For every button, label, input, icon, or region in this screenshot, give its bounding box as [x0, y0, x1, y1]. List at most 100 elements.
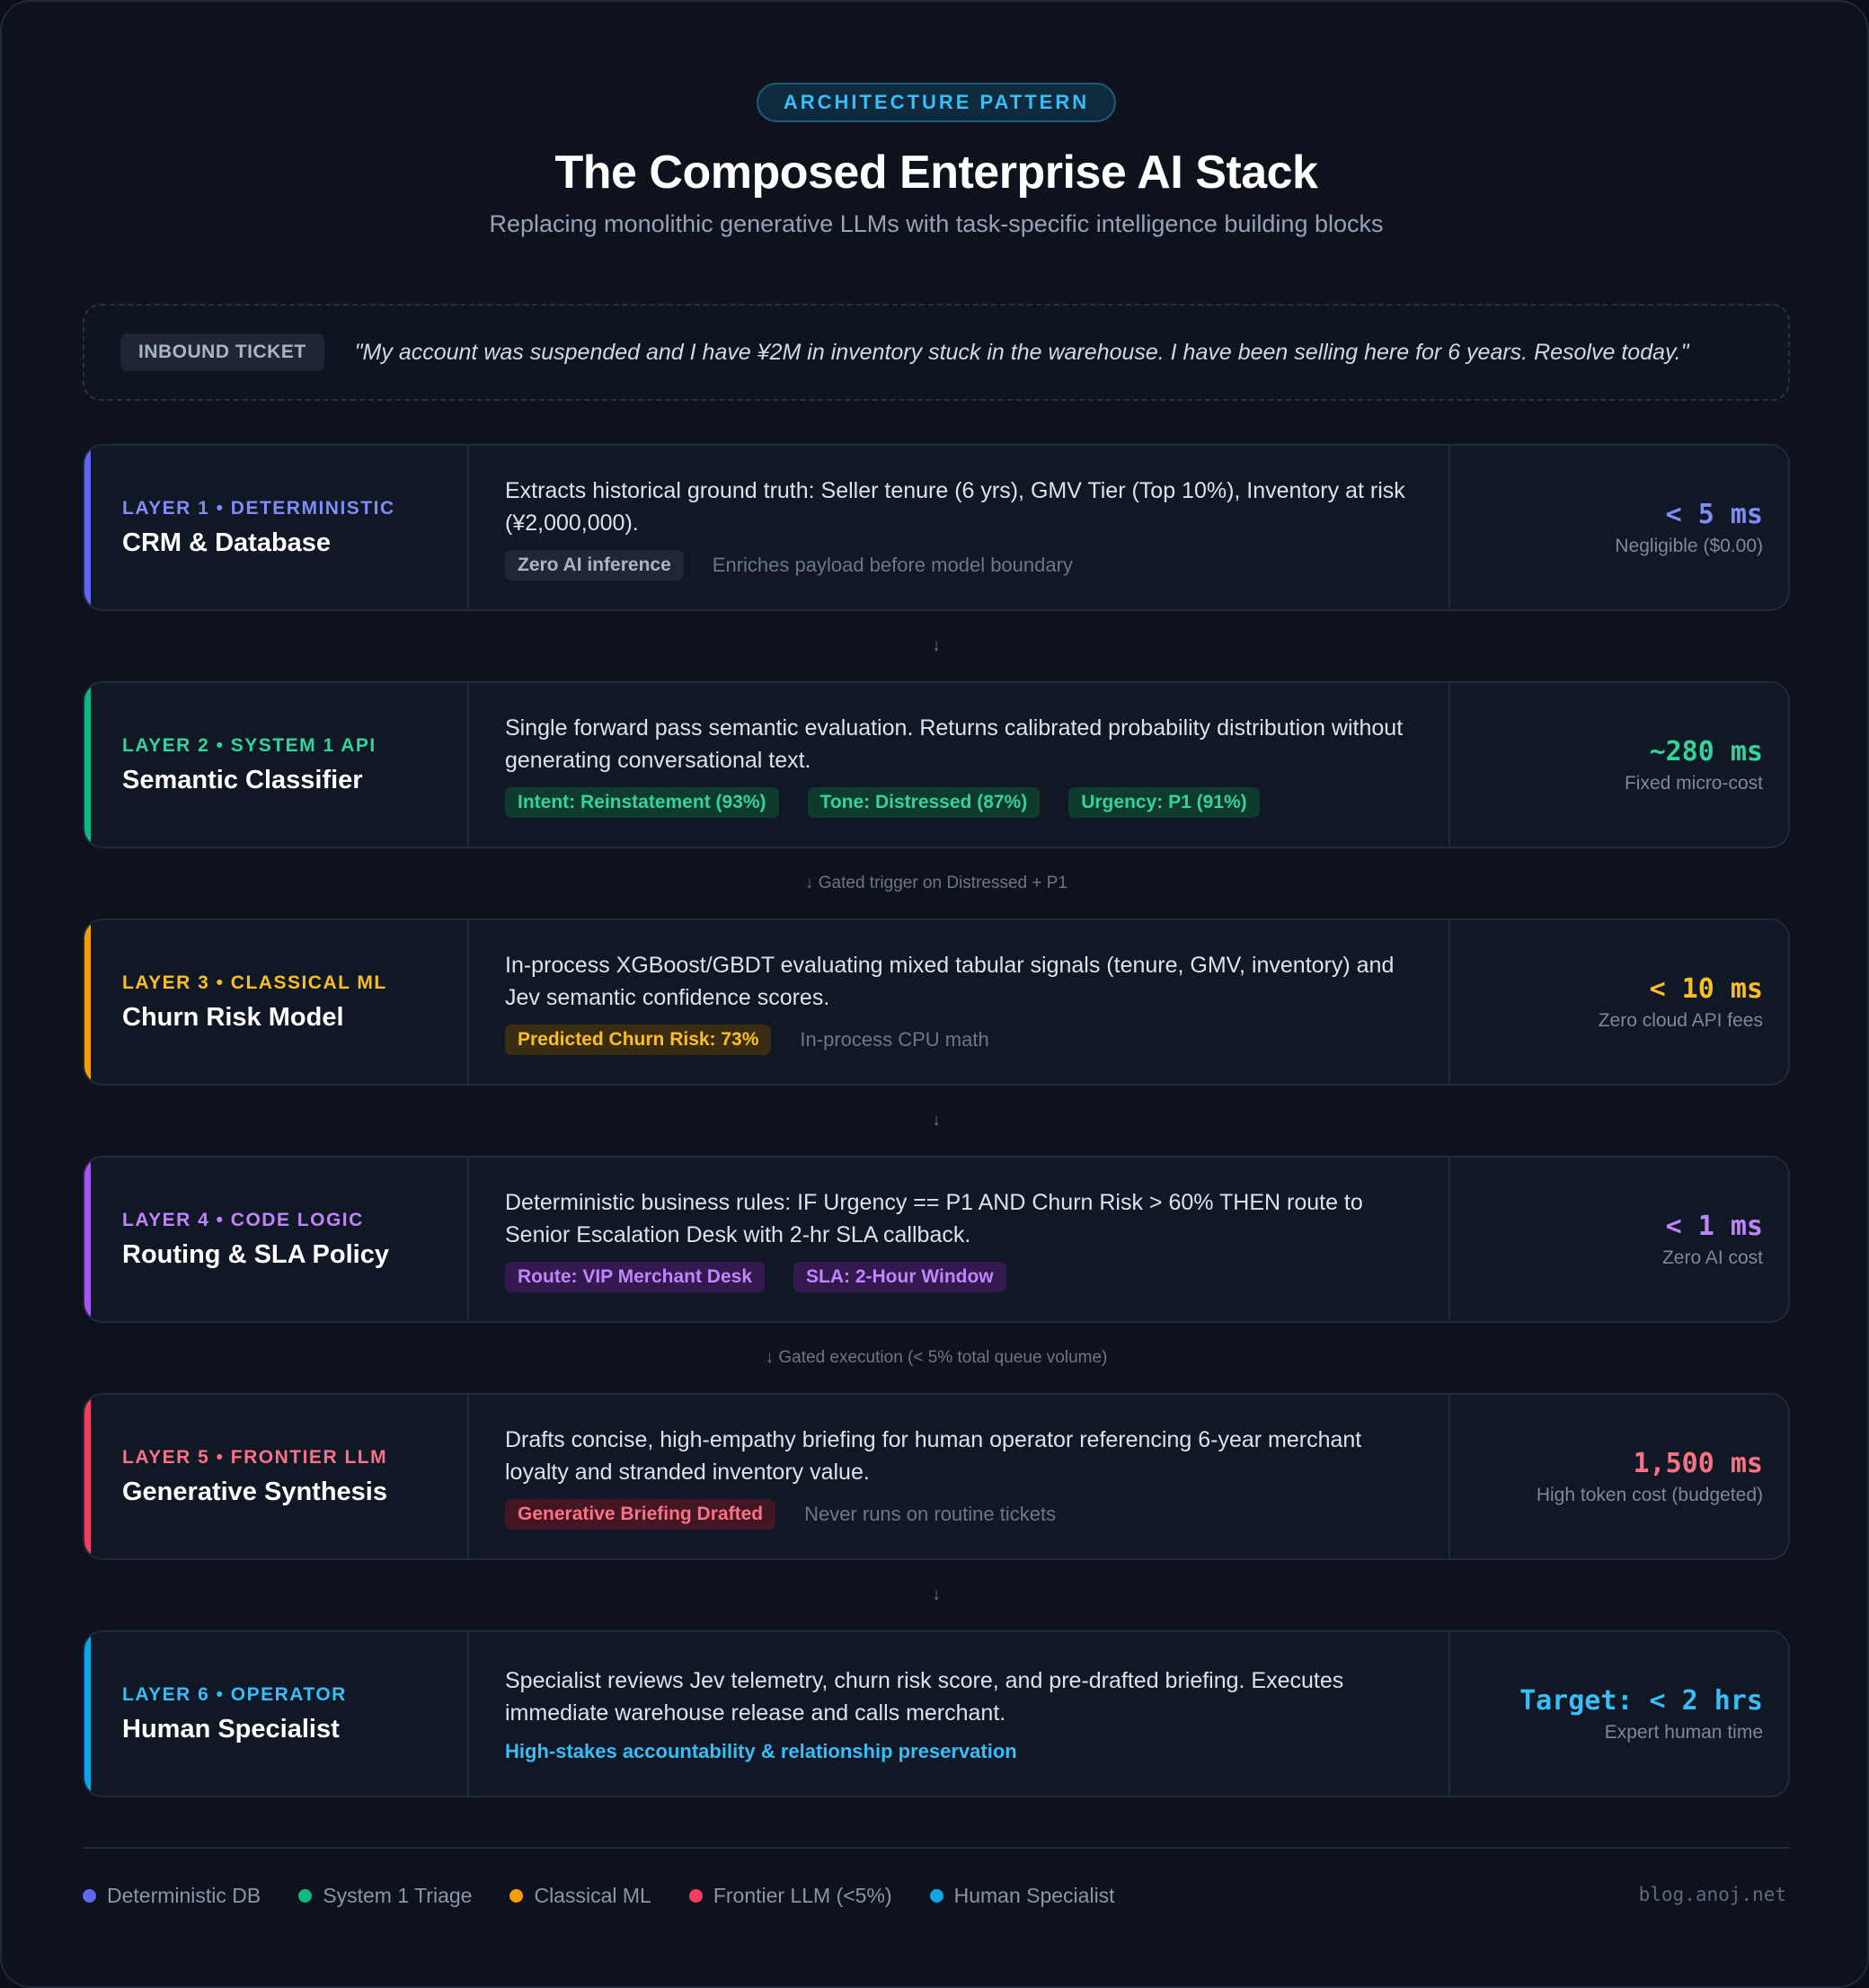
latency-metric: Target: < 2 hrs [1519, 1684, 1763, 1717]
layer-metrics: Target: < 2 hrs Expert human time [1450, 1632, 1788, 1796]
legend: Deterministic DB System 1 Triage Classic… [83, 1884, 1153, 1908]
connector-arrow: ↓ [932, 636, 941, 655]
layer-tag: LAYER 1 • DETERMINISTIC [122, 497, 395, 519]
layer-tag: LAYER 5 • FRONTIER LLM [122, 1446, 388, 1468]
layer-identity: LAYER 2 • SYSTEM 1 API Semantic Classifi… [84, 683, 469, 847]
layer-name: Human Specialist [122, 1714, 340, 1744]
layer-6-card: LAYER 6 • OPERATOR Human Specialist Spec… [83, 1630, 1790, 1797]
layer-metrics: ~280 ms Fixed micro-cost [1450, 683, 1788, 847]
page-title: The Composed Enterprise AI Stack [554, 146, 1318, 199]
briefing-chip: Generative Briefing Drafted [505, 1499, 776, 1530]
layer-accent-bar [84, 683, 91, 847]
layer-note: In-process CPU math [800, 1028, 989, 1051]
sla-chip: SLA: 2-Hour Window [793, 1262, 1006, 1292]
intent-chip: Intent: Reinstatement (93%) [505, 787, 779, 818]
legend-label: Classical ML [534, 1884, 651, 1907]
layer-details: In-process XGBoost/GBDT evaluating mixed… [469, 920, 1450, 1084]
urgency-chip: Urgency: P1 (91%) [1068, 787, 1260, 818]
layer-2-card: LAYER 2 • SYSTEM 1 API Semantic Classifi… [83, 681, 1790, 848]
layer-tag: LAYER 2 • SYSTEM 1 API [122, 734, 376, 756]
layer-name: Semantic Classifier [122, 765, 363, 794]
layer-metrics: < 1 ms Zero AI cost [1450, 1158, 1788, 1321]
layer-tag: LAYER 4 • CODE LOGIC [122, 1209, 364, 1230]
layer-tag: LAYER 3 • CLASSICAL ML [122, 972, 387, 993]
layer-accent-bar [84, 920, 91, 1084]
page-subtitle: Replacing monolithic generative LLMs wit… [489, 210, 1384, 237]
layer-description: Extracts historical ground truth: Seller… [505, 478, 1405, 536]
layer-accent-bar [84, 1395, 91, 1558]
layer-3-card: LAYER 3 • CLASSICAL ML Churn Risk Model … [83, 919, 1790, 1086]
legend-item-frontier-llm: Frontier LLM (<5%) [688, 1884, 892, 1908]
gated-trigger-connector: ↓ Gated trigger on Distressed + P1 [804, 874, 1067, 892]
layer-name: Routing & SLA Policy [122, 1239, 389, 1269]
layer-name: Churn Risk Model [122, 1002, 344, 1032]
layer-details: Drafts concise, high-empathy briefing fo… [469, 1395, 1450, 1558]
legend-dot [688, 1889, 703, 1903]
layer-note: Never runs on routine tickets [804, 1503, 1057, 1525]
layer-details: Extracts historical ground truth: Seller… [469, 446, 1450, 609]
cost-note: Zero AI cost [1661, 1247, 1763, 1268]
latency-metric: 1,500 ms [1633, 1447, 1764, 1479]
layer-details: Single forward pass semantic evaluation.… [469, 683, 1450, 847]
layer-identity: LAYER 5 • FRONTIER LLM Generative Synthe… [84, 1395, 469, 1558]
layer-name: CRM & Database [122, 528, 332, 557]
layer-identity: LAYER 1 • DETERMINISTIC CRM & Database [84, 446, 469, 609]
legend-dot [83, 1889, 96, 1903]
legend-dot [509, 1889, 524, 1903]
churn-risk-chip: Predicted Churn Risk: 73% [505, 1025, 772, 1055]
accountability-highlight: High-stakes accountability & relationshi… [505, 1740, 1017, 1762]
cost-note: Zero cloud API fees [1598, 1009, 1763, 1031]
latency-metric: < 5 ms [1665, 498, 1763, 530]
layer-chips: Route: VIP Merchant Desk SLA: 2-Hour Win… [505, 1262, 1413, 1292]
route-chip: Route: VIP Merchant Desk [505, 1262, 766, 1292]
site-credit: blog.anoj.net [1638, 1884, 1786, 1905]
legend-label: System 1 Triage [323, 1884, 473, 1907]
layer-chip: Zero AI inference [505, 550, 684, 581]
legend-item-classical-ml: Classical ML [509, 1884, 651, 1908]
layer-chips: Zero AI inference Enriches payload befor… [505, 550, 1413, 581]
inbound-ticket-text: "My account was suspended and I have ¥2M… [354, 339, 1689, 365]
layer-chips: Predicted Churn Risk: 73% In-process CPU… [505, 1025, 1413, 1055]
connector-arrow: ↓ [932, 1585, 941, 1604]
legend-label: Human Specialist [953, 1884, 1115, 1907]
legend-item-human-specialist: Human Specialist [929, 1884, 1115, 1908]
architecture-pattern-pill: ARCHITECTURE PATTERN [757, 83, 1116, 122]
legend-dot [298, 1889, 313, 1903]
layer-name: Generative Synthesis [122, 1477, 387, 1506]
connector-arrow: ↓ [932, 1111, 941, 1130]
layer-details: Deterministic business rules: IF Urgency… [469, 1158, 1450, 1321]
legend-item-system-1-triage: System 1 Triage [298, 1884, 472, 1908]
layer-accent-bar [84, 1632, 91, 1796]
layer-description: Single forward pass semantic evaluation.… [505, 715, 1404, 773]
inbound-ticket-badge: INBOUND TICKET [120, 333, 324, 371]
layer-metrics: < 5 ms Negligible ($0.00) [1450, 446, 1788, 609]
layer-metrics: 1,500 ms High token cost (budgeted) [1450, 1395, 1788, 1558]
layer-note: Enriches payload before model boundary [712, 554, 1073, 576]
layer-details: Specialist reviews Jev telemetry, churn … [469, 1632, 1450, 1796]
layer-description: Specialist reviews Jev telemetry, churn … [505, 1668, 1344, 1726]
cost-note: Expert human time [1604, 1721, 1763, 1743]
inbound-ticket: INBOUND TICKET "My account was suspended… [83, 304, 1790, 401]
tone-chip: Tone: Distressed (87%) [807, 787, 1041, 818]
layer-chips: Generative Briefing Drafted Never runs o… [505, 1499, 1413, 1530]
layer-metrics: < 10 ms Zero cloud API fees [1450, 920, 1788, 1084]
cost-note: High token cost (budgeted) [1536, 1484, 1763, 1505]
layer-accent-bar [84, 1158, 91, 1321]
latency-metric: < 10 ms [1649, 972, 1763, 1005]
gated-execution-connector: ↓ Gated execution (< 5% total queue volu… [765, 1348, 1108, 1367]
footer-divider [83, 1847, 1790, 1849]
layer-description: Drafts concise, high-empathy briefing fo… [505, 1427, 1362, 1485]
cost-note: Fixed micro-cost [1624, 772, 1763, 794]
cost-note: Negligible ($0.00) [1615, 535, 1763, 556]
latency-metric: < 1 ms [1665, 1210, 1763, 1242]
legend-dot [929, 1889, 943, 1903]
layer-identity: LAYER 3 • CLASSICAL ML Churn Risk Model [84, 920, 469, 1084]
layer-4-card: LAYER 4 • CODE LOGIC Routing & SLA Polic… [83, 1156, 1790, 1323]
layer-1-card: LAYER 1 • DETERMINISTIC CRM & Database E… [83, 444, 1790, 611]
layer-accent-bar [84, 446, 91, 609]
layer-identity: LAYER 6 • OPERATOR Human Specialist [84, 1632, 469, 1796]
layer-identity: LAYER 4 • CODE LOGIC Routing & SLA Polic… [84, 1158, 469, 1321]
layer-chips: Intent: Reinstatement (93%) Tone: Distre… [505, 787, 1413, 818]
latency-metric: ~280 ms [1649, 735, 1763, 768]
